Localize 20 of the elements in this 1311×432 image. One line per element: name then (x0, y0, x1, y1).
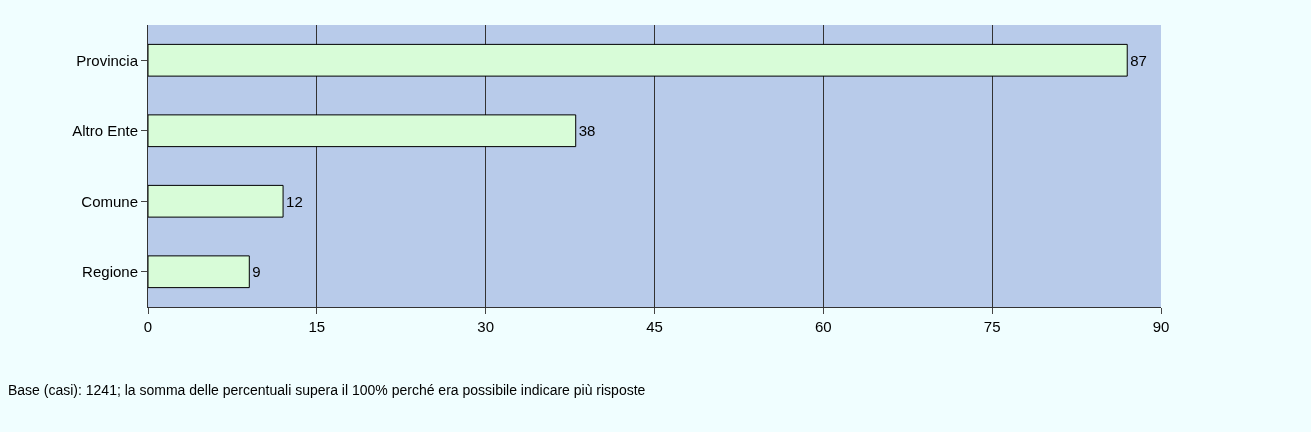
bar (148, 114, 577, 148)
y-tick-label: Provincia (76, 51, 139, 69)
x-tick-label: 60 (814, 318, 832, 335)
bar (148, 43, 1128, 77)
x-tick-label: 45 (646, 318, 663, 335)
x-tick-label: 0 (143, 318, 153, 335)
x-tick-label: 30 (477, 318, 495, 335)
x-tick-label: 75 (983, 318, 1001, 335)
y-tick-label: Comune (81, 192, 138, 210)
data-label: 38 (578, 122, 596, 140)
x-tick-label: 15 (308, 318, 326, 335)
data-label: 12 (286, 192, 303, 210)
data-label: 87 (1130, 51, 1147, 69)
bar (148, 255, 250, 289)
data-label: 9 (252, 263, 261, 281)
y-tick-label: Regione (82, 263, 138, 280)
text: Base (casi): 1241; la somma delle percentuali supera il 100% perché era possibile indicare più risposte (8, 382, 646, 398)
x-tick-label: 90 (1152, 318, 1170, 335)
y-tick-label: Altro Ente (72, 122, 138, 139)
bar (148, 184, 284, 218)
